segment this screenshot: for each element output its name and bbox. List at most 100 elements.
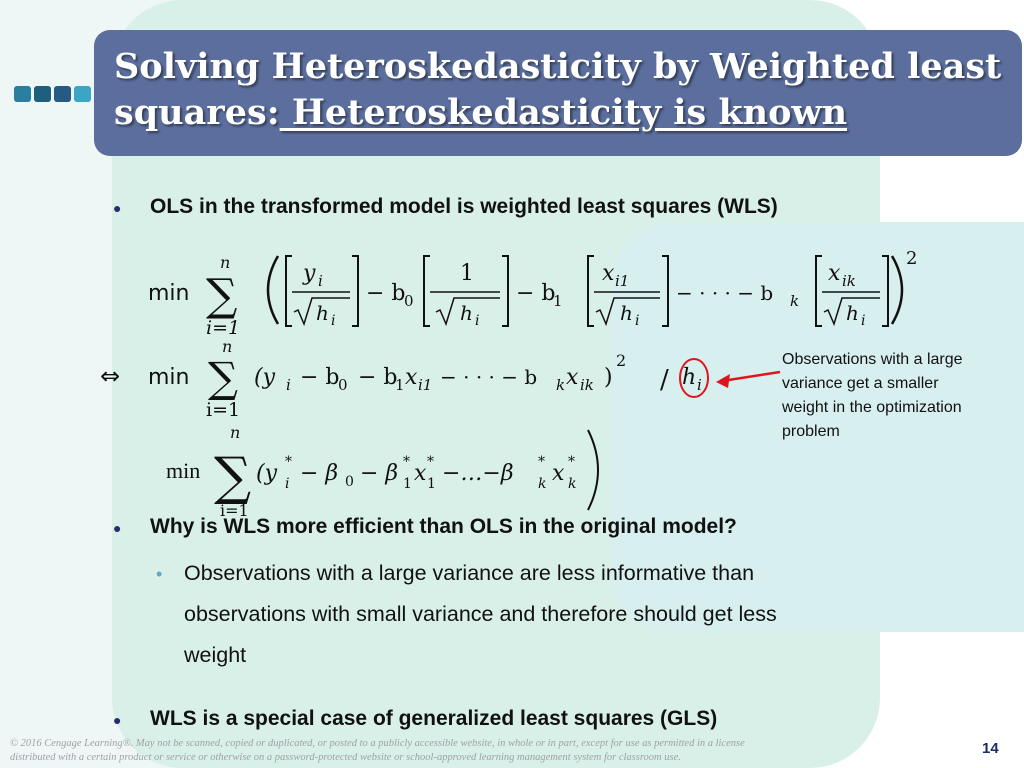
svg-text:(y: (y [254,365,276,390]
svg-text:): ) [604,365,613,390]
paren-icon [890,255,904,325]
decorative-squares [14,86,104,102]
bracket-icon [815,255,822,327]
svg-text:x: x [566,365,579,390]
sqrt-icon [823,297,880,327]
title-line-2: squares: Heteroskedasticity is known [114,90,1004,136]
svg-text:i: i [331,313,335,329]
svg-text:*: * [285,454,292,470]
square-icon [34,86,51,102]
svg-text:− · · · − b: − · · · − b [440,365,537,389]
svg-text:*: * [427,454,434,470]
svg-text:ik: ik [580,376,594,394]
svg-text:− b: − b [516,281,556,306]
svg-text:i=1: i=1 [220,501,249,520]
bracket-icon [285,255,292,327]
svg-text:i: i [285,476,289,492]
equation-2: ⇔ min n ∑ i=1 (y i − b 0 − b 1 x i1 − · … [100,337,781,421]
annotation-line: weight in the optimization [782,399,962,416]
svg-text:i: i [861,313,865,329]
svg-text:k: k [538,476,546,492]
equation-1: min n ∑ i=1 y i h i − b 0 1 h i − b [148,248,917,339]
sub-bullet-line: observations with small variance and the… [184,602,777,626]
square-icon [14,86,31,102]
svg-text:i=1: i=1 [206,399,240,421]
bracket-icon [352,255,359,327]
eq1-lower: i=1 [206,317,240,339]
bracket-icon [423,255,430,327]
svg-text:x: x [552,461,565,486]
svg-text:ik: ik [842,272,856,290]
svg-text:*: * [568,454,575,470]
svg-text:i: i [286,376,291,394]
svg-text:− b: − b [358,365,398,390]
paren-icon [587,429,599,511]
bullet-dot-icon: ● [113,200,122,216]
title-line-1: Solving Heteroskedasticity by Weighted l… [114,46,1002,87]
annotation-line: problem [782,423,840,440]
sub-bullet-line: weight [184,643,247,667]
svg-text:/: / [660,365,669,395]
bracket-icon [587,255,594,327]
sigma-icon: ∑ [206,270,237,321]
slide-title: Solving Heteroskedasticity by Weighted l… [94,30,1022,156]
eq1-y-sub: i [318,272,323,290]
svg-text:min: min [166,458,200,483]
svg-text:k: k [568,476,576,492]
footer-line: distributed with a certain product or se… [10,752,681,763]
svg-text:− β: − β [360,461,398,486]
svg-text:k: k [790,292,799,310]
svg-text:1: 1 [427,476,436,492]
bracket-icon [662,255,669,327]
svg-text:1: 1 [395,376,405,394]
arrow-icon [721,370,781,383]
annotation-line: Observations with a large [782,351,963,368]
square-icon [74,86,91,102]
svg-text:2: 2 [616,351,626,370]
svg-text:−…−β: −…−β [442,461,514,486]
svg-text:h: h [682,365,696,390]
bullet-3: WLS is a special case of generalized lea… [150,707,718,730]
copyright-footer: © 2016 Cengage Learning®. May not be sca… [10,737,930,765]
svg-text:x: x [828,261,841,286]
bullet-2: Why is WLS more efficient than OLS in th… [150,515,737,538]
svg-text:− β: − β [300,461,338,486]
svg-text:0: 0 [345,474,354,490]
eq1-min: min [148,281,190,306]
svg-text:i: i [635,313,639,329]
svg-text:0: 0 [338,376,348,394]
svg-text:min: min [148,365,190,390]
equations: min n ∑ i=1 y i h i − b 0 1 h i − b [100,248,917,520]
eq1-y: y [302,261,316,286]
svg-text:n: n [222,337,232,356]
square-icon [54,86,71,102]
svg-text:i: i [697,376,702,394]
bracket-icon [882,255,889,327]
equation-3: min n ∑ i=1 (y * i − β 0 − β * 1 x * 1 −… [166,423,599,520]
annotation-line: variance get a smaller [782,375,939,392]
sqrt-icon [435,297,500,327]
sub-bullet-dot-icon: • [156,564,163,584]
svg-text:i1: i1 [615,272,629,290]
eq1-upper: n [220,253,230,272]
equivalence-icon: ⇔ [100,362,120,390]
bullet-1: OLS in the transformed model is weighted… [150,195,778,218]
highlight-circle-icon [679,358,709,398]
page-number: 14 [982,740,999,757]
svg-text:(y: (y [256,461,278,486]
svg-text:1: 1 [553,292,563,310]
svg-text:2: 2 [906,248,917,269]
svg-text:*: * [403,454,410,470]
svg-text:− b: − b [366,281,406,306]
svg-text:0: 0 [404,292,414,310]
svg-text:i: i [475,313,479,329]
svg-text:h: h [316,301,329,325]
title-underlined: Heteroskedasticity is known [279,92,848,133]
svg-text:− · · · − b: − · · · − b [676,281,773,305]
sub-bullet-text: Observations with a large variance are l… [184,553,924,676]
svg-text:x: x [405,365,418,390]
sqrt-icon [293,297,350,327]
svg-text:k: k [556,376,565,394]
bullet-dot-icon: ● [113,712,122,728]
svg-text:*: * [538,454,545,470]
